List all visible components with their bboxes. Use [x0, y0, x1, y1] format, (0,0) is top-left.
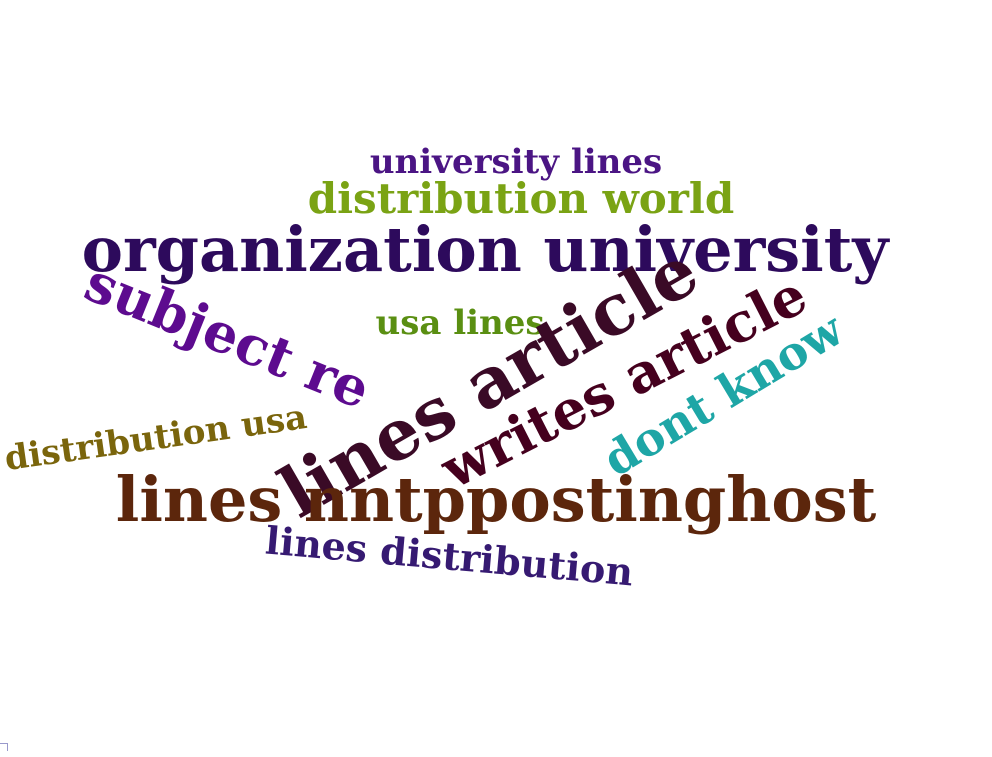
corner-mark — [0, 743, 8, 751]
phrase-distribution-world: distribution world — [308, 174, 735, 223]
phrase-organization-university: organization university — [82, 213, 891, 286]
phrase-usa-lines: usa lines — [375, 303, 544, 343]
phrase-lines-nntppostinghost: lines nntppostinghost — [116, 463, 877, 536]
phrase-university-lines: university lines — [370, 142, 662, 182]
